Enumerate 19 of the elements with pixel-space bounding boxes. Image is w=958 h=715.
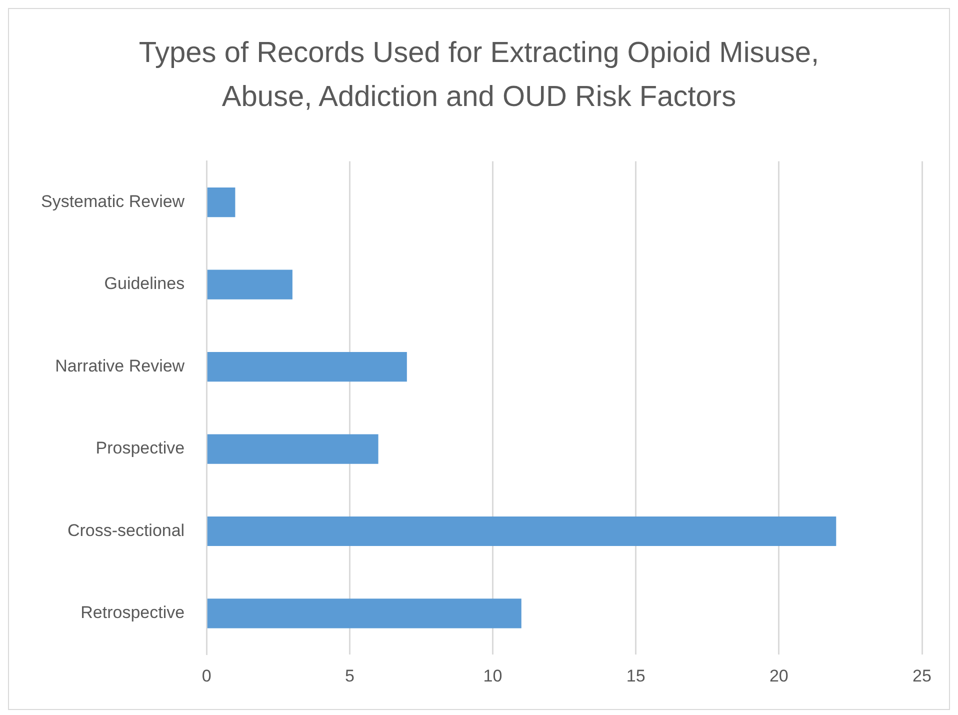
y-tick-label: Cross-sectional [67, 520, 185, 540]
y-tick-label: Narrative Review [55, 356, 186, 376]
x-tick-label: 0 [202, 666, 212, 686]
y-tick-label: Guidelines [104, 274, 185, 294]
bar [207, 516, 836, 546]
chart-title: Types of Records Used for Extracting Opioid Misuse, Abuse, Addiction and OUD Risk Factors [138, 36, 820, 115]
y-tick-label: Retrospective [80, 603, 185, 622]
y-tick-label: Prospective [96, 438, 185, 458]
x-tick-label: 25 [912, 666, 932, 686]
x-tick-label: 15 [626, 666, 646, 686]
y-tick-label: Systematic Review [40, 192, 186, 212]
bar [207, 598, 522, 628]
bar [207, 188, 236, 218]
bar [207, 270, 292, 300]
x-tick-label: 10 [483, 666, 502, 686]
bar [207, 352, 407, 382]
x-tick-label: 20 [769, 666, 788, 686]
bar [207, 434, 378, 464]
x-tick-label: 5 [344, 666, 354, 686]
